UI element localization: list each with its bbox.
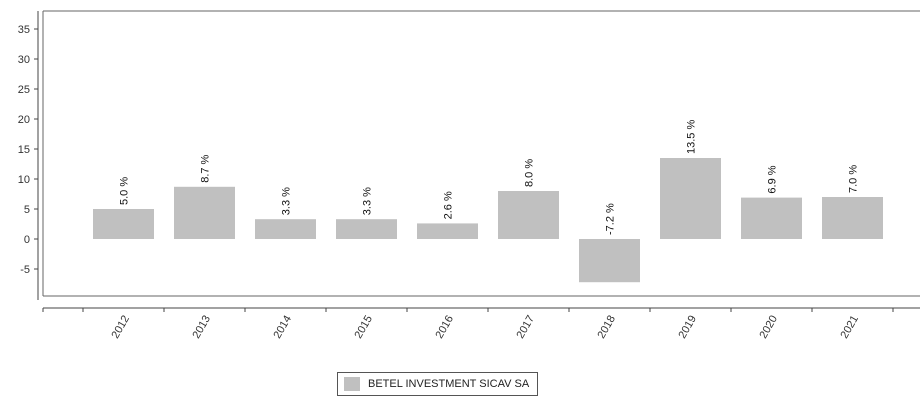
data-label-2018: -7.2 % [605, 203, 617, 235]
axes [37, 10, 920, 309]
bar-2015 [336, 219, 397, 239]
y-axis-ticks: -5 0 5 10 15 20 25 30 35 [18, 24, 38, 276]
bar-2013 [174, 186, 235, 239]
data-label-2019: 13.5 % [686, 120, 698, 154]
x-tick-label-2020: 2020 [757, 314, 780, 341]
y-tick-label: 10 [18, 174, 30, 186]
data-label-2017: 8.0 % [524, 159, 536, 187]
legend-label: BETEL INVESTMENT SICAV SA [368, 378, 530, 390]
data-label-2021: 7.0 % [848, 165, 860, 193]
data-label-2015: 3.3 % [362, 187, 374, 215]
x-tick-label-2016: 2016 [433, 314, 456, 341]
y-tick-label: 5 [24, 204, 30, 216]
bar-2021 [822, 197, 883, 239]
data-label-2012: 5.0 % [119, 177, 131, 205]
bar-2012 [93, 209, 154, 239]
y-tick-label: 20 [18, 114, 30, 126]
bar-2016 [417, 223, 478, 239]
x-tick-label-2019: 2019 [676, 314, 699, 341]
bar-2019 [660, 158, 721, 239]
bar-2020 [741, 197, 802, 239]
data-label-2020: 6.9 % [767, 165, 779, 193]
x-tick-label-2013: 2013 [190, 314, 213, 341]
legend-swatch [344, 377, 360, 391]
y-tick-label: 30 [18, 54, 30, 66]
bar-2018 [579, 239, 640, 283]
x-tick-label-2017: 2017 [514, 314, 537, 341]
data-label-2016: 2.6 % [443, 191, 455, 219]
x-tick-label-2021: 2021 [838, 314, 861, 341]
bar-2014 [255, 219, 316, 239]
data-label-2013: 8.7 % [200, 154, 212, 182]
data-labels: 5.0 % 8.7 % 3.3 % 3.3 % 2.6 % 8.0 % -7.2 % 13.5… [119, 120, 860, 235]
bar-2017 [498, 191, 559, 239]
y-tick-label: 0 [24, 234, 30, 246]
data-label-2014: 3.3 % [281, 187, 293, 215]
x-tick-label-2018: 2018 [595, 314, 618, 341]
y-tick-label: 35 [18, 24, 30, 36]
x-tick-label-2014: 2014 [271, 314, 294, 341]
y-tick-label: 15 [18, 144, 30, 156]
x-tick-label-2012: 2012 [109, 314, 132, 341]
x-axis-ticks: 2012 2013 2014 2015 2016 2017 2018 2019 2020 2021 [42, 308, 894, 341]
y-tick-label: 25 [18, 84, 30, 96]
y-tick-label: -5 [20, 264, 30, 276]
x-tick-label-2015: 2015 [352, 314, 375, 341]
bars [93, 158, 883, 283]
legend: BETEL INVESTMENT SICAV SA [337, 372, 539, 396]
